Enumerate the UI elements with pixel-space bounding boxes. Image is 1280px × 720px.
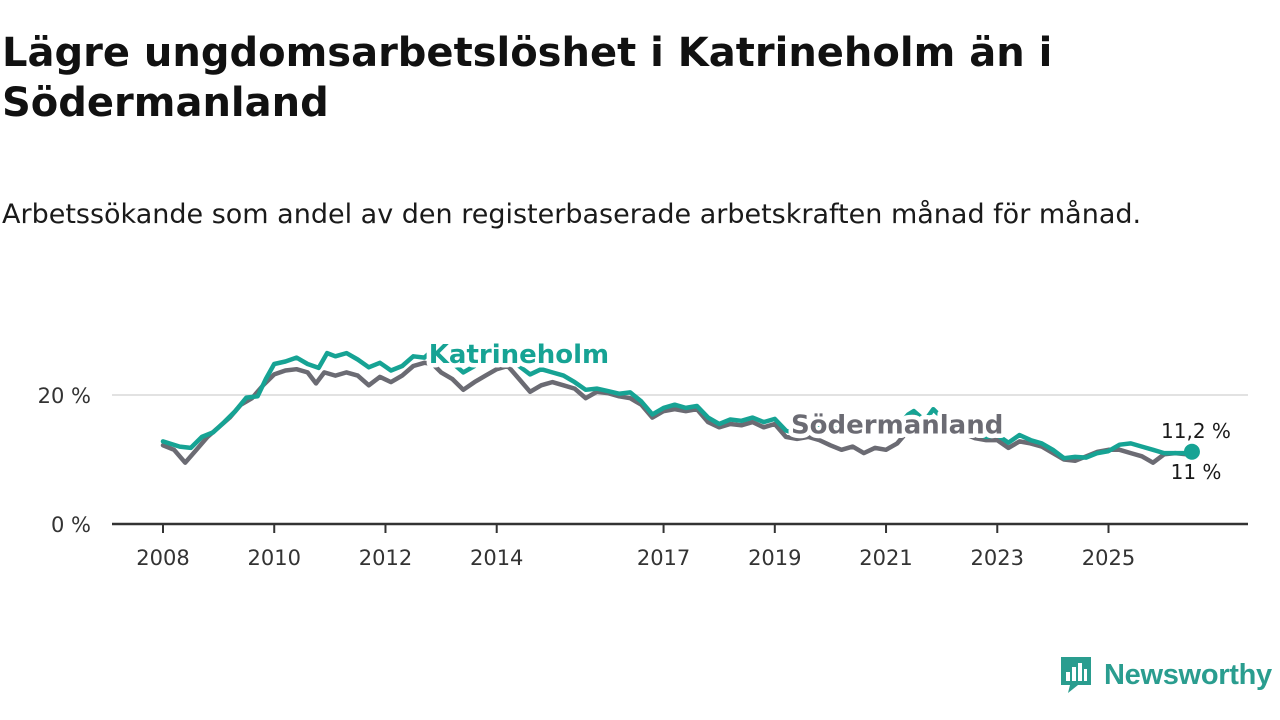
- newsworthy-logo-icon: [1061, 657, 1091, 693]
- end-label-katrineholm: 11,2 %: [1161, 419, 1231, 443]
- end-point-katrineholm: [1183, 443, 1200, 460]
- series-line-katrineholm: [160, 344, 1195, 461]
- y-tick-label: 20 %: [38, 384, 91, 408]
- chart-subtitle: Arbetssökande som andel av den registerb…: [2, 199, 1142, 230]
- chart-title: Lägre ungdomsarbetslöshet i Katrineholm …: [2, 30, 1053, 126]
- x-tick-label: 2023: [971, 546, 1024, 570]
- x-tick-label: 2019: [748, 546, 801, 570]
- x-tick-label: 2008: [136, 546, 189, 570]
- x-tick-label: 2021: [859, 546, 912, 570]
- brand-name: Newsworthy: [1104, 658, 1272, 691]
- x-tick-label: 2025: [1082, 546, 1135, 570]
- series-line-sodermanland: [160, 360, 1195, 465]
- series-label-katrineholm: Katrineholm: [429, 340, 609, 370]
- y-tick-label: 0 %: [51, 513, 91, 537]
- x-tick-label: 2014: [470, 546, 523, 570]
- x-tick-label: 2017: [637, 546, 690, 570]
- x-tick-label: 2012: [359, 546, 412, 570]
- series-label-sodermanland: Södermanland: [791, 411, 1003, 441]
- newsworthy-brand[interactable]: Newsworthy: [1058, 654, 1272, 696]
- end-label-sodermanland: 11 %: [1171, 460, 1222, 484]
- x-tick-label: 2010: [248, 546, 301, 570]
